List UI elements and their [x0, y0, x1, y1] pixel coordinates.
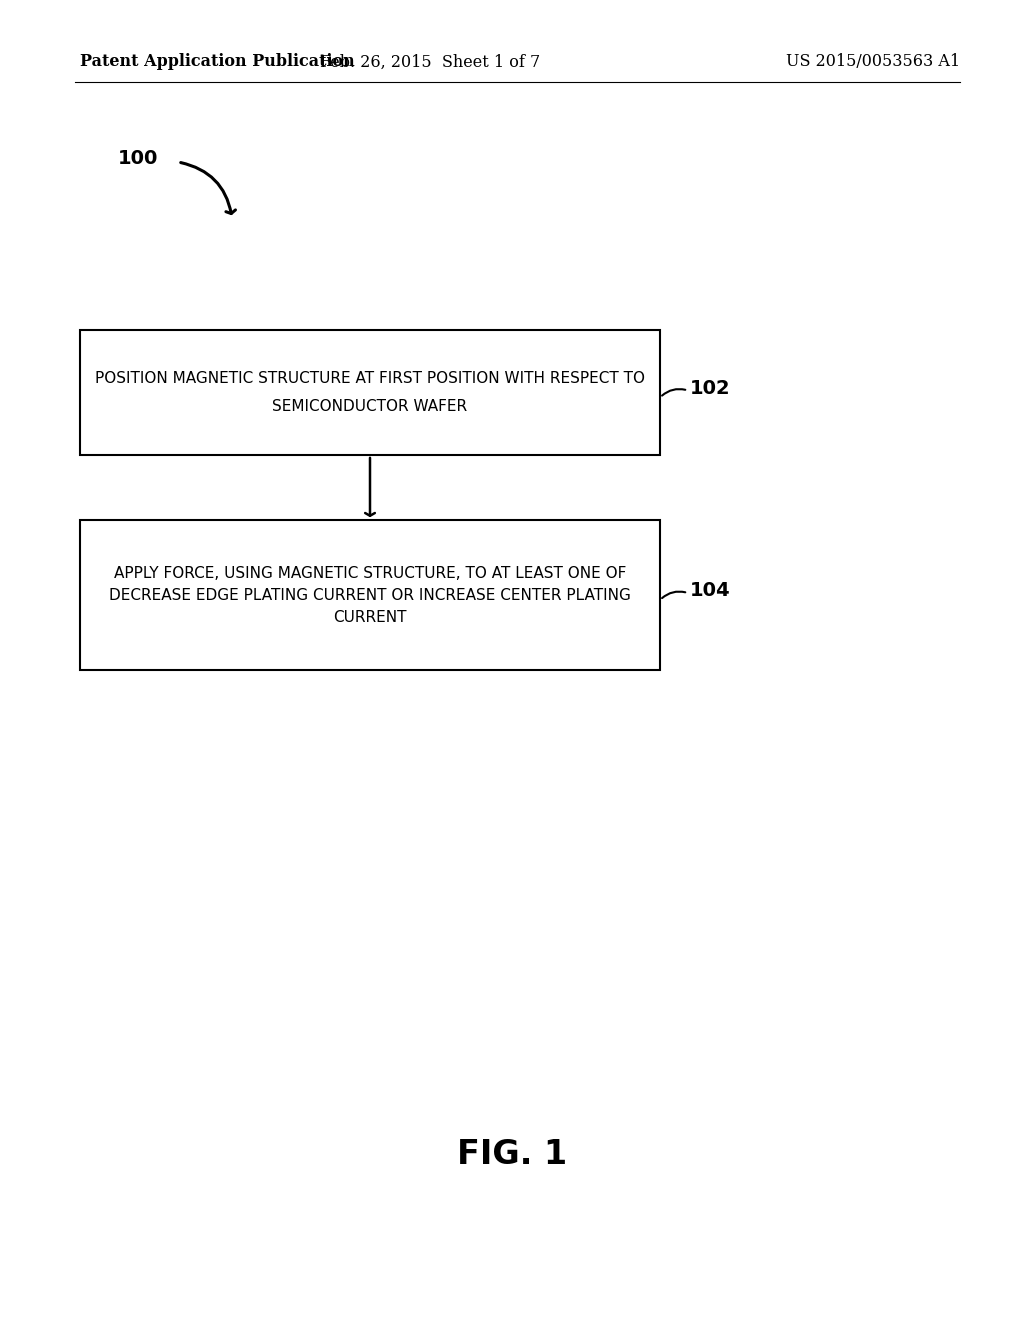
Text: FIG. 1: FIG. 1	[457, 1138, 567, 1172]
Text: APPLY FORCE, USING MAGNETIC STRUCTURE, TO AT LEAST ONE OF: APPLY FORCE, USING MAGNETIC STRUCTURE, T…	[114, 565, 627, 581]
Text: SEMICONDUCTOR WAFER: SEMICONDUCTOR WAFER	[272, 399, 468, 414]
Text: POSITION MAGNETIC STRUCTURE AT FIRST POSITION WITH RESPECT TO: POSITION MAGNETIC STRUCTURE AT FIRST POS…	[95, 371, 645, 385]
Bar	[80, 520, 660, 671]
Text: DECREASE EDGE PLATING CURRENT OR INCREASE CENTER PLATING: DECREASE EDGE PLATING CURRENT OR INCREAS…	[110, 587, 631, 602]
Text: Feb. 26, 2015  Sheet 1 of 7: Feb. 26, 2015 Sheet 1 of 7	[319, 54, 540, 70]
Text: 104: 104	[690, 582, 731, 601]
Text: US 2015/0053563 A1: US 2015/0053563 A1	[785, 54, 961, 70]
Text: CURRENT: CURRENT	[333, 610, 407, 624]
Text: 102: 102	[690, 379, 731, 399]
Text: 100: 100	[118, 149, 159, 168]
Text: Patent Application Publication: Patent Application Publication	[80, 54, 354, 70]
Bar	[80, 330, 660, 455]
